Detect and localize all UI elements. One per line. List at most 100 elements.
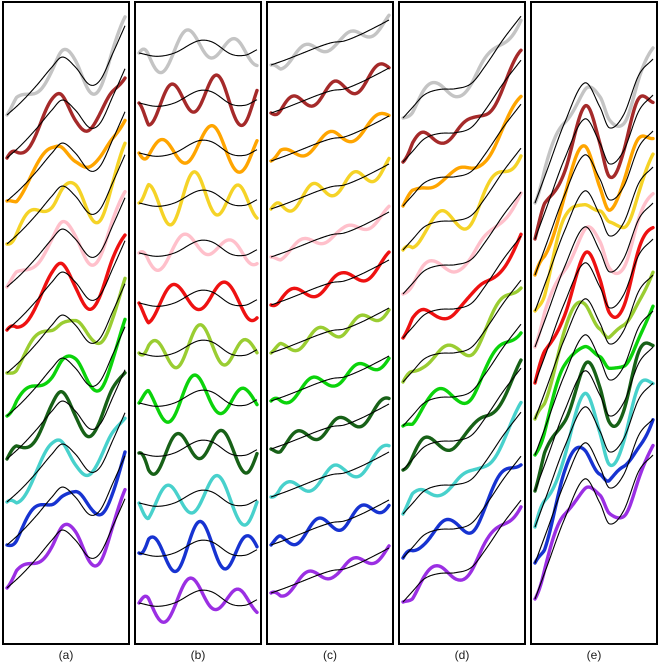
panel-c — [266, 1, 394, 645]
reference-curve-dark-green-panel-4 — [402, 367, 522, 471]
reference-curve-green-panel-5 — [534, 310, 654, 456]
curve-turquoise-panel-4 — [401, 400, 523, 516]
reference-curve-purple-panel-4 — [402, 499, 522, 603]
reference-curve-silver-panel-1 — [6, 25, 126, 116]
curve-green-panel-5 — [533, 304, 655, 457]
reference-curve-purple-panel-1 — [6, 498, 126, 589]
reference-curve-yellow-green-panel-4 — [402, 279, 522, 383]
curve-pink-panel-3 — [269, 204, 391, 262]
reference-curve-purple-panel-5 — [534, 454, 654, 600]
curves-plot-b — [137, 28, 259, 624]
curve-dark-red-panel-4 — [401, 48, 523, 164]
curve-green-panel-1 — [5, 317, 127, 418]
curve-dark-red-panel-2 — [137, 73, 259, 128]
reference-curve-red-panel-4 — [402, 235, 522, 339]
reference-curve-gold-panel-2 — [138, 189, 258, 207]
reference-curve-green-panel-4 — [402, 323, 522, 427]
reference-curve-pink-panel-1 — [6, 197, 126, 288]
curve-dark-red-panel-5 — [533, 94, 655, 241]
curve-dark-green-panel-4 — [401, 358, 523, 472]
curve-dark-red-panel-3 — [269, 62, 391, 117]
reference-curve-dark-red-panel-3 — [270, 67, 390, 114]
panel-a — [2, 1, 130, 645]
reference-curve-blue-panel-2 — [138, 539, 258, 557]
reference-curve-dark-green-panel-3 — [270, 403, 390, 450]
curve-yellow-green-panel-5 — [533, 270, 655, 421]
reference-curve-yellow-green-panel-3 — [270, 307, 390, 354]
curve-yellow-green-panel-3 — [269, 308, 391, 355]
reference-curve-yellow-green-panel-2 — [138, 339, 258, 357]
reference-curve-orange-panel-2 — [138, 139, 258, 157]
curve-silver-panel-5 — [533, 46, 655, 205]
curve-purple-panel-3 — [269, 544, 391, 598]
panel-label-d: (d) — [454, 648, 470, 662]
reference-curve-green-panel-1 — [6, 326, 126, 417]
curve-dark-green-panel-3 — [269, 396, 391, 454]
curve-silver-panel-4 — [401, 18, 523, 120]
curve-turquoise-panel-5 — [533, 378, 655, 529]
reference-curve-blue-panel-5 — [534, 418, 654, 564]
curves-plot-e — [533, 46, 655, 601]
reference-curve-gold-panel-4 — [402, 147, 522, 251]
curve-blue-panel-3 — [269, 503, 391, 547]
reference-curve-purple-panel-3 — [270, 547, 390, 594]
reference-curve-turquoise-panel-5 — [534, 382, 654, 528]
curve-orange-panel-3 — [269, 111, 391, 163]
panel-label-a: (a) — [58, 648, 74, 662]
curve-yellow-green-panel-2 — [137, 323, 259, 370]
reference-curve-silver-panel-3 — [270, 19, 390, 66]
curve-yellow-green-panel-4 — [401, 286, 523, 384]
curve-gold-panel-5 — [533, 152, 655, 313]
curve-silver-panel-3 — [269, 13, 391, 71]
curve-yellow-green-panel-1 — [5, 276, 127, 375]
curve-dark-green-panel-2 — [137, 428, 259, 476]
reference-curve-silver-panel-5 — [534, 58, 654, 204]
reference-curve-gold-panel-3 — [270, 163, 390, 210]
reference-curve-turquoise-panel-2 — [138, 489, 258, 507]
reference-curve-dark-green-panel-1 — [6, 369, 126, 460]
reference-curve-dark-red-panel-5 — [534, 94, 654, 240]
panel-label-b: (b) — [190, 648, 206, 662]
reference-curve-blue-panel-1 — [6, 455, 126, 546]
curve-gold-panel-1 — [5, 141, 127, 246]
reference-curve-dark-red-panel-2 — [138, 89, 258, 107]
reference-curve-silver-panel-4 — [402, 15, 522, 119]
curve-turquoise-panel-2 — [137, 473, 259, 527]
reference-curve-dark-green-panel-2 — [138, 439, 258, 457]
curve-dark-green-panel-1 — [5, 371, 127, 461]
curve-blue-panel-2 — [137, 519, 259, 574]
reference-curve-yellow-green-panel-1 — [6, 283, 126, 374]
curve-blue-panel-4 — [401, 463, 523, 560]
reference-curve-orange-panel-1 — [6, 111, 126, 202]
reference-curve-dark-red-panel-4 — [402, 59, 522, 163]
curve-red-panel-2 — [137, 280, 259, 325]
reference-curve-red-panel-2 — [138, 289, 258, 307]
panel-label-c: (c) — [323, 648, 337, 662]
curve-green-panel-3 — [269, 356, 391, 405]
curve-turquoise-panel-3 — [269, 443, 391, 499]
curve-orange-panel-2 — [137, 123, 259, 174]
curve-gold-panel-3 — [269, 156, 391, 213]
curve-red-panel-4 — [401, 232, 523, 340]
curve-orange-panel-5 — [533, 134, 655, 277]
reference-curve-silver-panel-2 — [138, 39, 258, 57]
curves-plot-a — [5, 15, 127, 590]
reference-curve-pink-panel-3 — [270, 211, 390, 258]
panel-e — [530, 1, 658, 645]
reference-curve-purple-panel-2 — [138, 589, 258, 607]
curve-silver-panel-2 — [137, 28, 259, 75]
reference-curve-turquoise-panel-4 — [402, 411, 522, 515]
reference-curve-orange-panel-5 — [534, 130, 654, 276]
curve-green-panel-2 — [137, 373, 259, 424]
reference-curve-dark-red-panel-1 — [6, 68, 126, 159]
reference-curve-pink-panel-2 — [138, 239, 258, 257]
curve-green-panel-4 — [401, 331, 523, 428]
curve-orange-panel-1 — [5, 118, 127, 204]
reference-curve-orange-panel-3 — [270, 115, 390, 162]
curve-purple-panel-1 — [5, 487, 127, 590]
reference-curve-pink-panel-4 — [402, 191, 522, 295]
curve-turquoise-panel-1 — [5, 416, 127, 505]
panel-d — [398, 1, 526, 645]
reference-curve-dark-green-panel-5 — [534, 346, 654, 492]
